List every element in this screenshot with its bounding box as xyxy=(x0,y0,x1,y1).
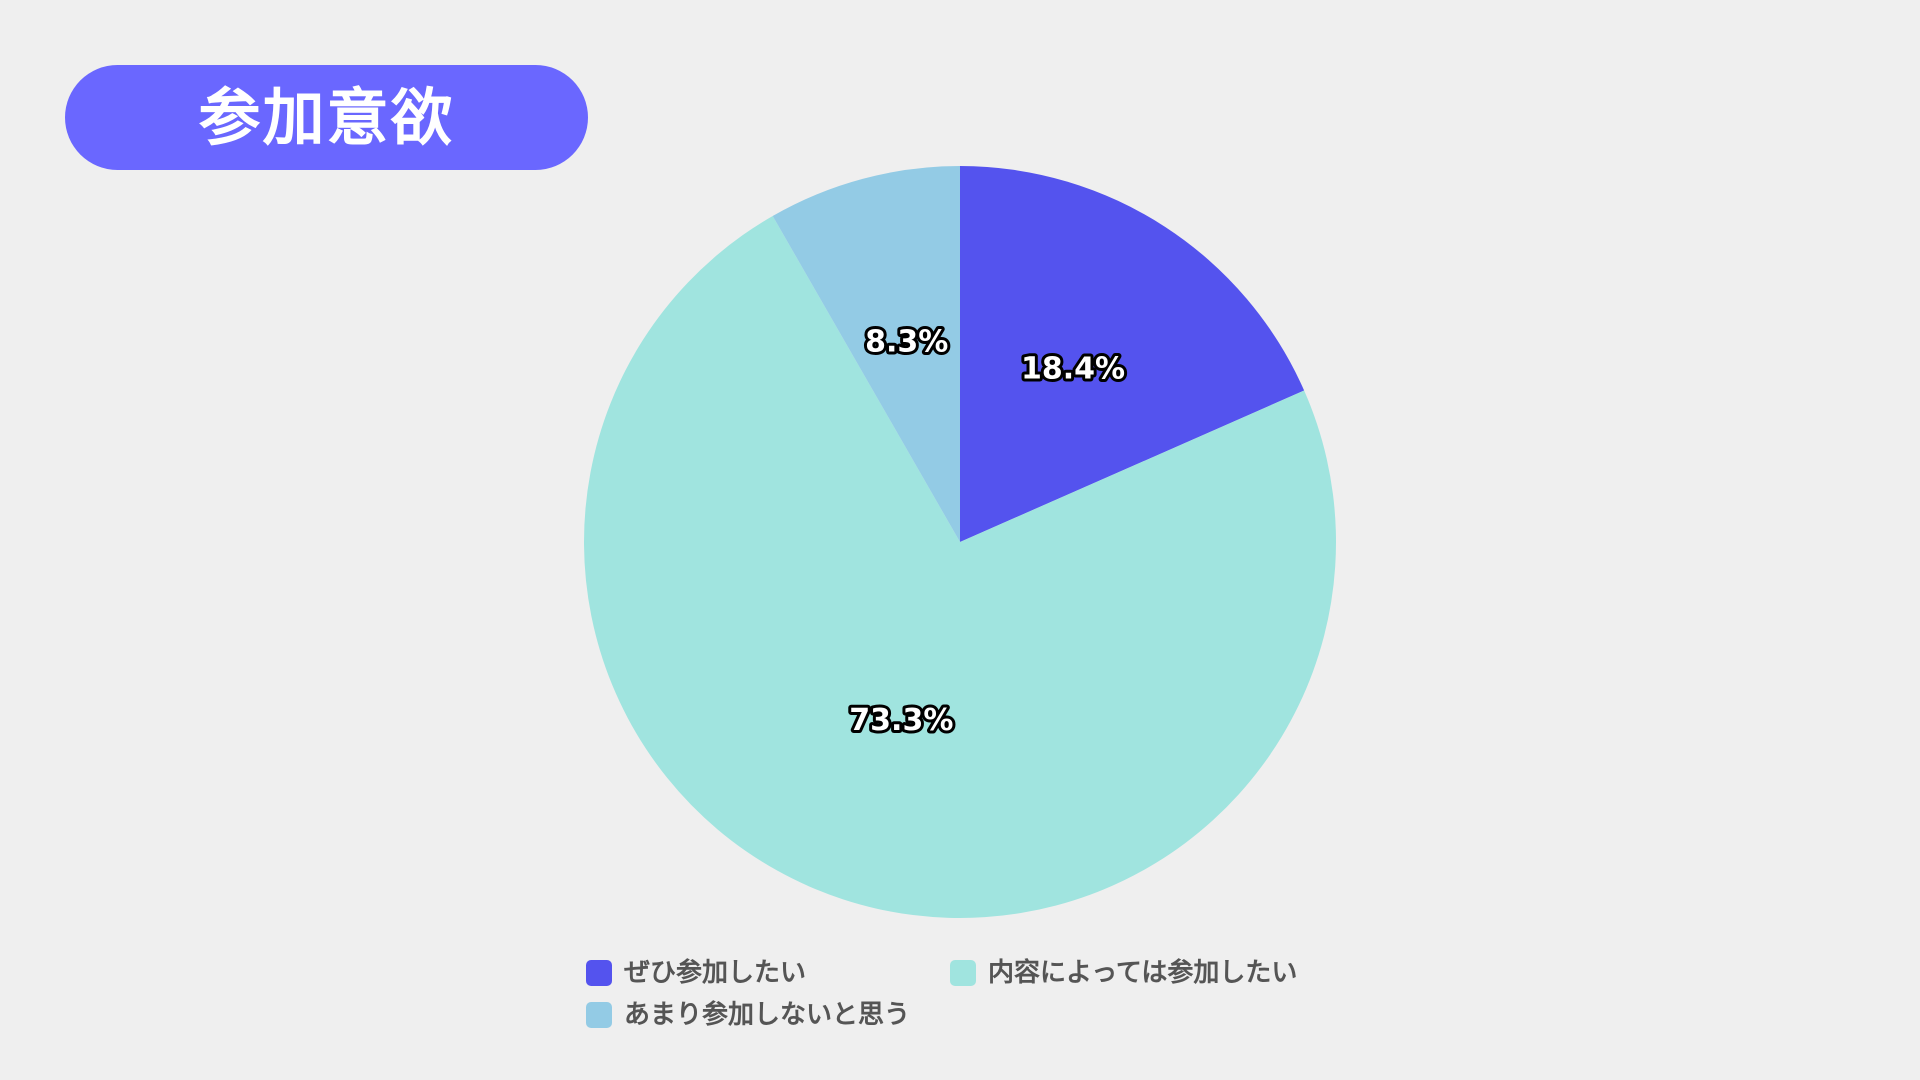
page-title: 参加意欲 xyxy=(198,80,455,154)
legend-label-2: 内容によっては参加したい xyxy=(988,958,1298,988)
legend-item-2: 内容によっては参加したい xyxy=(950,960,1297,986)
legend-item-1: ぜひ参加したい xyxy=(586,960,806,986)
slice-value-label-2: 73.3% xyxy=(849,703,953,738)
pie-slice-3 xyxy=(772,166,960,542)
pie-slice-2 xyxy=(584,215,1336,918)
slice-value-label-1: 18.4% xyxy=(1021,351,1125,386)
pie-slice-1 xyxy=(960,166,1305,542)
legend-label-1: ぜひ参加したい xyxy=(624,958,807,988)
slice-value-label-3: 8.3% xyxy=(865,325,948,360)
legend-swatch-1 xyxy=(586,960,612,986)
legend-label-3: あまり参加しないと思う xyxy=(624,1000,911,1030)
legend-swatch-3 xyxy=(586,1002,612,1028)
title-banner: 参加意欲 xyxy=(65,65,588,170)
legend-item-3: あまり参加しないと思う xyxy=(586,1002,910,1028)
legend-swatch-2 xyxy=(950,960,976,986)
